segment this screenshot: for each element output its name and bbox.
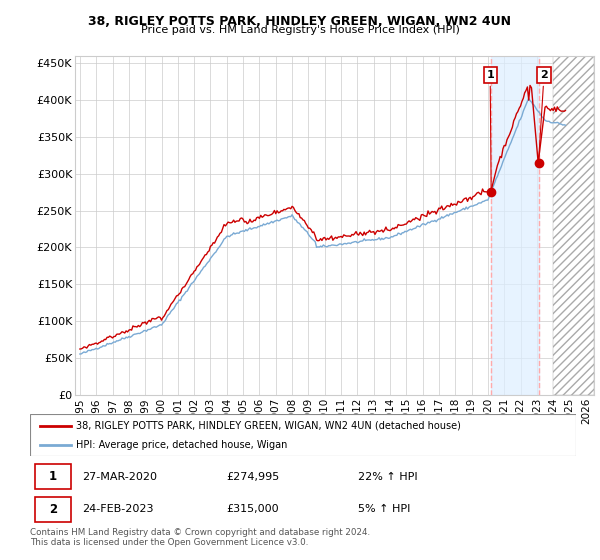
Text: HPI: Average price, detached house, Wigan: HPI: Average price, detached house, Wiga… [76, 440, 288, 450]
Text: Contains HM Land Registry data © Crown copyright and database right 2024.
This d: Contains HM Land Registry data © Crown c… [30, 528, 370, 547]
Text: 5% ↑ HPI: 5% ↑ HPI [358, 505, 410, 515]
FancyBboxPatch shape [35, 464, 71, 489]
Bar [553, 56, 594, 395]
Text: 1: 1 [49, 470, 57, 483]
Text: 2: 2 [539, 70, 548, 160]
Text: 27-MAR-2020: 27-MAR-2020 [82, 472, 157, 482]
Text: 38, RIGLEY POTTS PARK, HINDLEY GREEN, WIGAN, WN2 4UN (detached house): 38, RIGLEY POTTS PARK, HINDLEY GREEN, WI… [76, 421, 461, 431]
Text: 38, RIGLEY POTTS PARK, HINDLEY GREEN, WIGAN, WN2 4UN: 38, RIGLEY POTTS PARK, HINDLEY GREEN, WI… [89, 15, 511, 27]
Text: 22% ↑ HPI: 22% ↑ HPI [358, 472, 417, 482]
Text: 2: 2 [49, 503, 57, 516]
Text: £315,000: £315,000 [227, 505, 279, 515]
FancyBboxPatch shape [35, 497, 71, 522]
Bar [553, 56, 594, 395]
Text: Price paid vs. HM Land Registry's House Price Index (HPI): Price paid vs. HM Land Registry's House … [140, 25, 460, 35]
Text: 24-FEB-2023: 24-FEB-2023 [82, 505, 154, 515]
Bar [491, 56, 539, 395]
FancyBboxPatch shape [30, 414, 576, 456]
Text: 1: 1 [486, 70, 494, 189]
Text: £274,995: £274,995 [227, 472, 280, 482]
